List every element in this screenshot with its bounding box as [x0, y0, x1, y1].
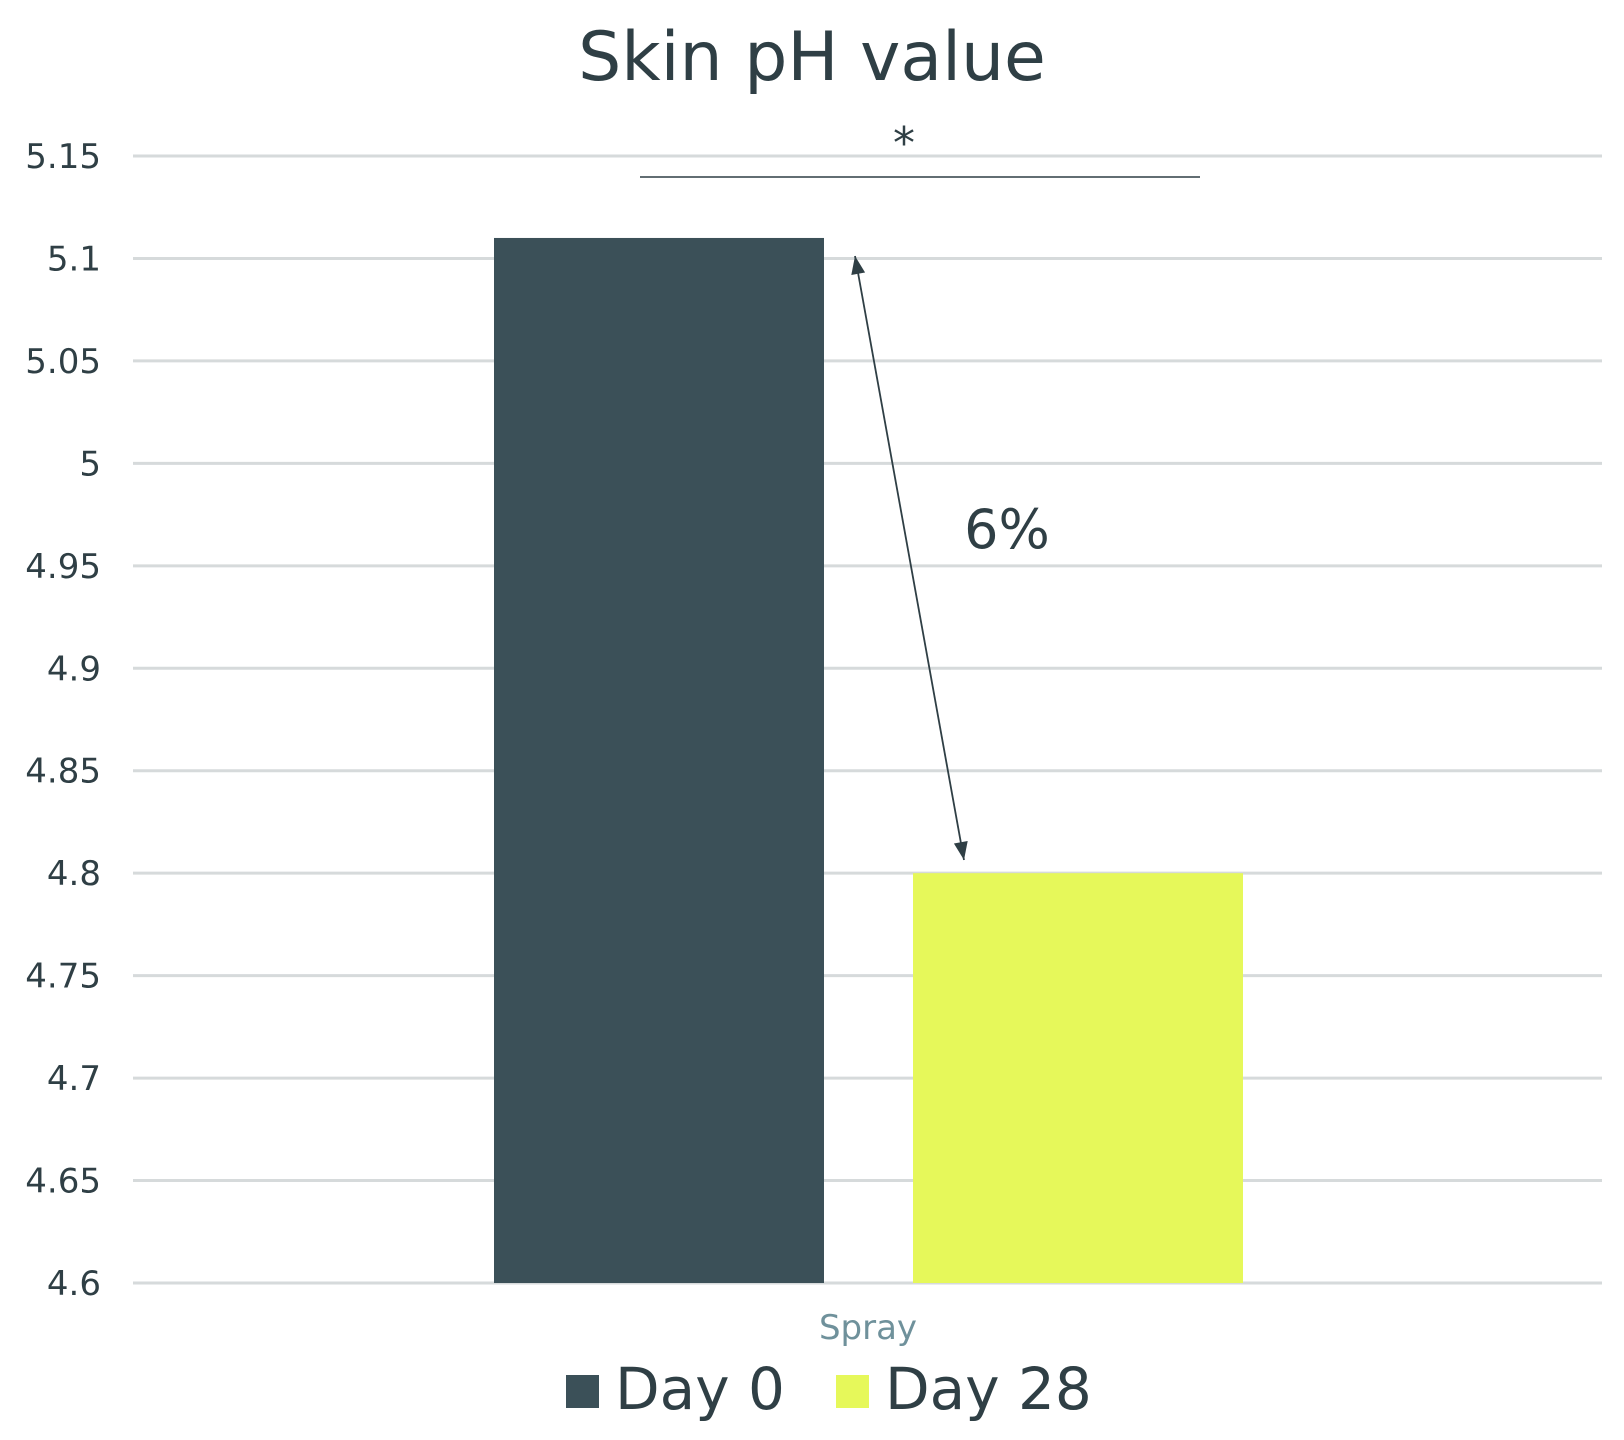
y-tick-label: 5.1: [47, 239, 101, 279]
y-tick-label: 4.85: [25, 752, 101, 792]
y-tick-label: 5.15: [25, 137, 101, 177]
y-tick-label: 4.7: [47, 1059, 101, 1099]
legend: Day 0 Day 28: [566, 1355, 1092, 1423]
y-tick-label: 4.8: [47, 854, 101, 894]
y-tick-label: 5.05: [25, 342, 101, 382]
legend-swatch-day-0: [566, 1375, 599, 1408]
y-tick-label: 4.95: [25, 547, 101, 587]
change-arrow-head-top: [851, 256, 866, 275]
legend-label: Day 0: [615, 1355, 785, 1423]
x-category-label: Spray: [819, 1308, 917, 1348]
y-tick-label: 5: [79, 444, 101, 484]
change-label: 6%: [964, 498, 1050, 561]
y-tick-label: 4.9: [47, 649, 101, 689]
y-axis-ticks: 5.15 5.1 5.05 5 4.95 4.9 4.85 4.8 4.75 4.7 4.65 4.6: [25, 137, 101, 1304]
legend-label: Day 28: [885, 1355, 1092, 1423]
bar-day-28: [913, 873, 1243, 1283]
chart-title: Skin pH value: [578, 18, 1046, 97]
y-tick-label: 4.65: [25, 1162, 101, 1202]
y-tick-label: 4.6: [47, 1264, 101, 1304]
gridlines: [133, 154, 1602, 1285]
change-arrow: [854, 255, 965, 861]
annotations: * 6%: [640, 118, 1200, 861]
bar-day-0: [494, 237, 824, 1284]
significance-marker: *: [893, 118, 915, 169]
bars: [494, 237, 1243, 1284]
y-tick-label: 4.75: [25, 957, 101, 997]
legend-swatch-day-28: [836, 1375, 869, 1408]
change-arrow-head-bottom: [953, 841, 968, 860]
